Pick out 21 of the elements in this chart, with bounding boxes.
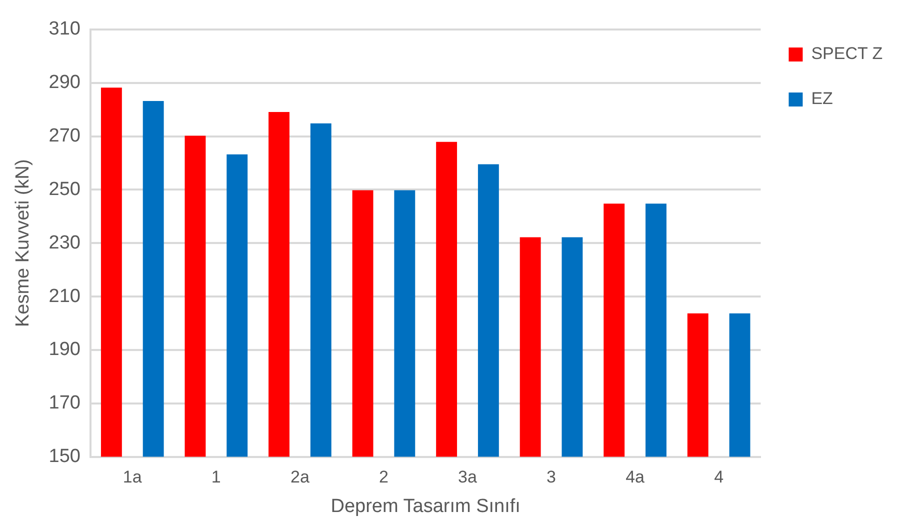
- x-tick-label: 4a: [626, 468, 646, 487]
- y-tick-label: 150: [48, 446, 80, 468]
- x-tick-label: 3: [546, 468, 556, 487]
- y-tick-label: 210: [48, 286, 80, 307]
- x-tick-label: 1a: [122, 468, 142, 487]
- y-tick-label: 170: [48, 392, 80, 414]
- y-axis-title: Kesme Kuvveti (kN): [12, 159, 34, 328]
- x-tick-label: 2: [378, 468, 388, 487]
- y-tick-label: 230: [48, 232, 80, 254]
- y-tick-label: 310: [48, 18, 80, 40]
- x-tick-label: 3a: [458, 468, 478, 487]
- y-tick-label: 270: [48, 125, 80, 146]
- x-tick-label: 1: [211, 468, 221, 487]
- legend-label: SPECT Z: [811, 44, 883, 64]
- y-tick-label: 190: [48, 339, 80, 360]
- legend-label: EZ: [811, 89, 833, 108]
- x-tick-label: 4: [714, 468, 724, 487]
- y-tick-label: 250: [48, 178, 80, 200]
- x-tick-label: 2a: [290, 468, 310, 487]
- x-axis-title: Deprem Tasarım Sınıfı: [330, 496, 520, 517]
- y-tick-label: 290: [48, 72, 80, 94]
